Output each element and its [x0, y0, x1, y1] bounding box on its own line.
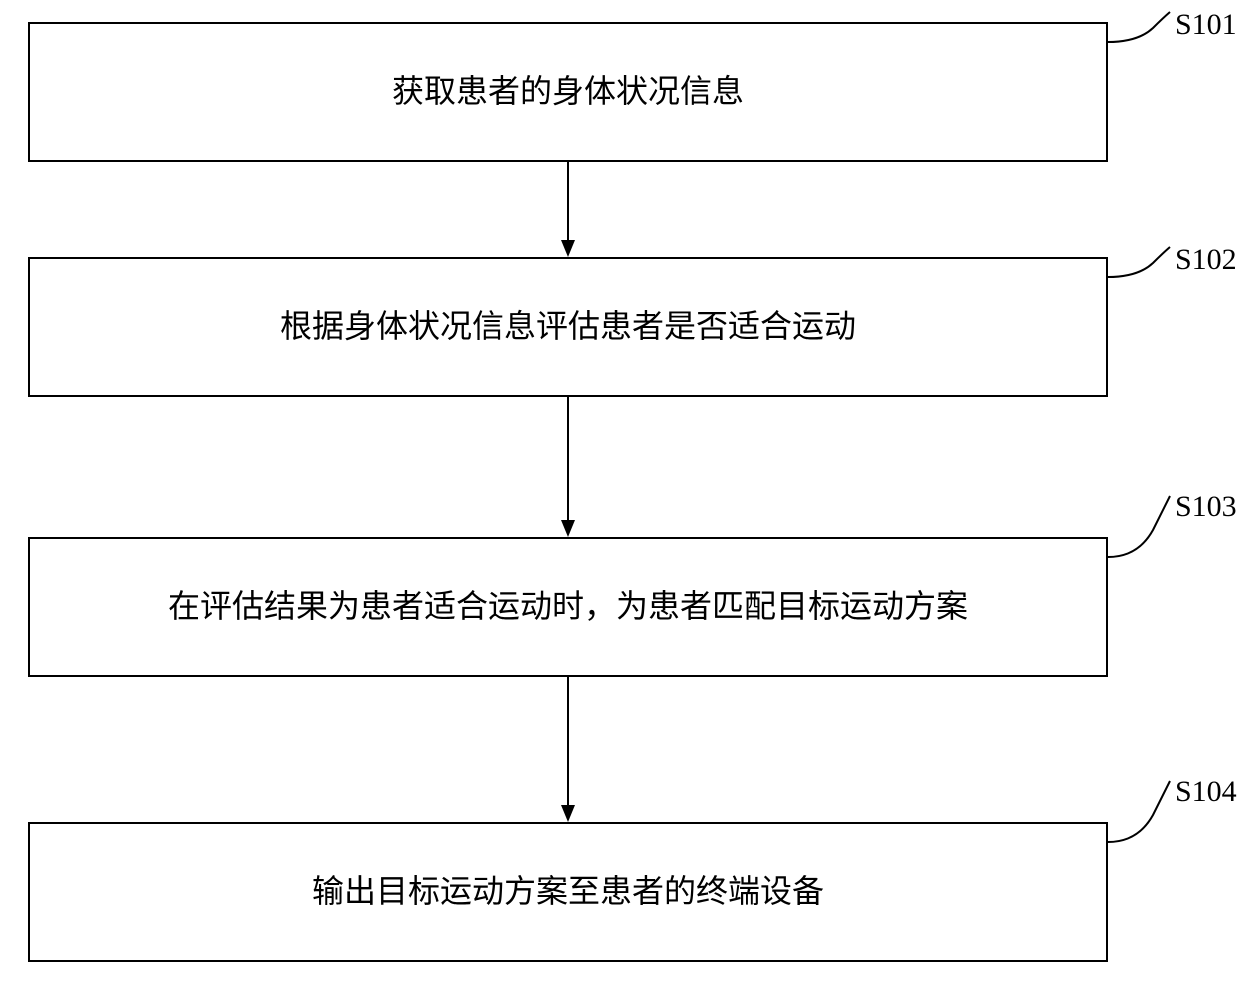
step-text-s103: 在评估结果为患者适合运动时，为患者匹配目标运动方案	[168, 586, 968, 628]
step-label-s102: S102	[1175, 243, 1237, 277]
step-box-s104: 输出目标运动方案至患者的终端设备	[28, 822, 1108, 962]
step-label-s104: S104	[1175, 775, 1237, 809]
flowchart-canvas: 获取患者的身体状况信息 S101 根据身体状况信息评估患者是否适合运动 S102…	[0, 0, 1239, 997]
step-label-s103: S103	[1175, 490, 1237, 524]
connector-curve-s103	[1108, 490, 1178, 580]
arrow-s101-s102	[558, 162, 578, 257]
step-box-s103: 在评估结果为患者适合运动时，为患者匹配目标运动方案	[28, 537, 1108, 677]
step-text-s102: 根据身体状况信息评估患者是否适合运动	[280, 306, 856, 348]
step-box-s102: 根据身体状况信息评估患者是否适合运动	[28, 257, 1108, 397]
arrow-s103-s104	[558, 677, 578, 822]
connector-curve-s104	[1108, 775, 1178, 865]
step-text-s104: 输出目标运动方案至患者的终端设备	[312, 871, 824, 913]
arrow-s102-s103	[558, 397, 578, 537]
step-text-s101: 获取患者的身体状况信息	[392, 71, 744, 113]
connector-curve-s102	[1108, 243, 1178, 293]
connector-curve-s101	[1108, 8, 1178, 58]
step-box-s101: 获取患者的身体状况信息	[28, 22, 1108, 162]
step-label-s101: S101	[1175, 8, 1237, 42]
